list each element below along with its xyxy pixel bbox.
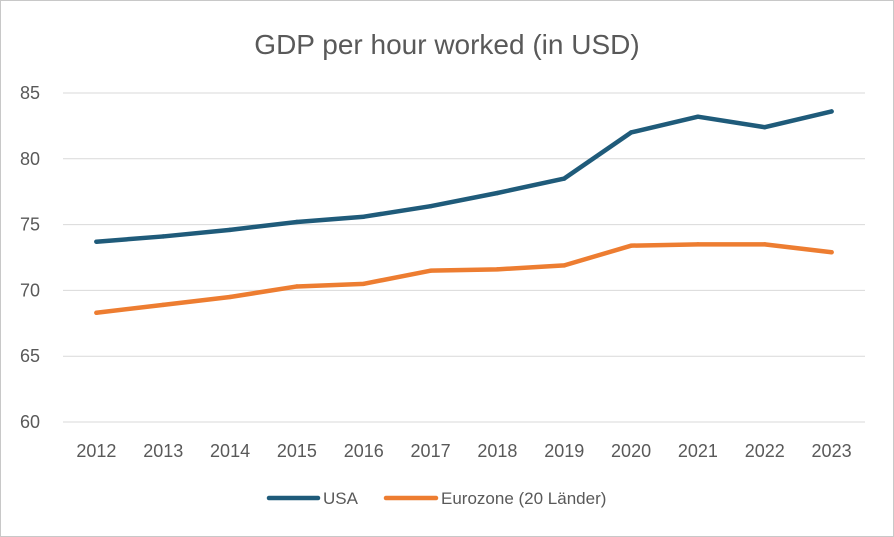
gridlines — [63, 92, 865, 423]
data-point — [227, 227, 233, 233]
x-tick-label: 2015 — [277, 441, 317, 461]
legend-label: USA — [323, 489, 359, 508]
chart-title: GDP per hour worked (in USD) — [254, 29, 639, 60]
x-tick-label: 2023 — [812, 441, 852, 461]
data-point — [762, 242, 767, 247]
y-tick-label: 65 — [20, 346, 40, 366]
legend-label: Eurozone (20 Länder) — [441, 489, 606, 508]
data-point — [161, 234, 166, 239]
y-tick-label: 80 — [20, 149, 40, 169]
data-point — [829, 109, 834, 114]
x-tick-label: 2018 — [477, 441, 517, 461]
x-tick-label: 2021 — [678, 441, 718, 461]
x-tick-label: 2019 — [544, 441, 584, 461]
data-point — [294, 219, 300, 225]
y-tick-label: 60 — [20, 412, 40, 432]
data-point — [361, 281, 366, 287]
series-line-eurozone — [94, 242, 834, 316]
y-tick-label: 75 — [20, 215, 40, 235]
x-tick-label: 2016 — [344, 441, 384, 461]
x-axis-ticks: 2012 2013 2014 2015 2016 2017 2018 2019 2020 2021… — [76, 441, 851, 461]
data-point — [94, 239, 99, 244]
x-tick-label: 2012 — [76, 441, 116, 461]
data-point — [628, 243, 634, 248]
y-tick-label: 85 — [20, 83, 40, 103]
series-lines — [94, 109, 834, 316]
y-axis-ticks: 60 65 70 75 80 85 — [20, 83, 40, 432]
data-point — [161, 302, 166, 308]
x-tick-label: 2013 — [143, 441, 183, 461]
data-point — [428, 268, 433, 273]
data-point — [829, 250, 834, 255]
series-line-usa — [94, 109, 834, 244]
data-point — [428, 203, 433, 209]
y-tick-label: 70 — [20, 280, 40, 300]
data-point — [628, 130, 634, 135]
x-tick-label: 2017 — [411, 441, 451, 461]
data-point — [361, 214, 366, 219]
data-point — [762, 125, 767, 130]
data-point — [227, 294, 233, 300]
data-point — [695, 114, 701, 119]
data-point — [294, 284, 300, 289]
data-point — [695, 242, 701, 247]
data-point — [495, 267, 500, 272]
data-point — [94, 310, 99, 315]
legend: USA Eurozone (20 Länder) — [266, 489, 606, 508]
data-point — [562, 176, 567, 181]
x-tick-label: 2020 — [611, 441, 651, 461]
data-point — [562, 263, 567, 268]
x-tick-label: 2014 — [210, 441, 250, 461]
data-point — [495, 190, 500, 196]
x-tick-label: 2022 — [745, 441, 785, 461]
